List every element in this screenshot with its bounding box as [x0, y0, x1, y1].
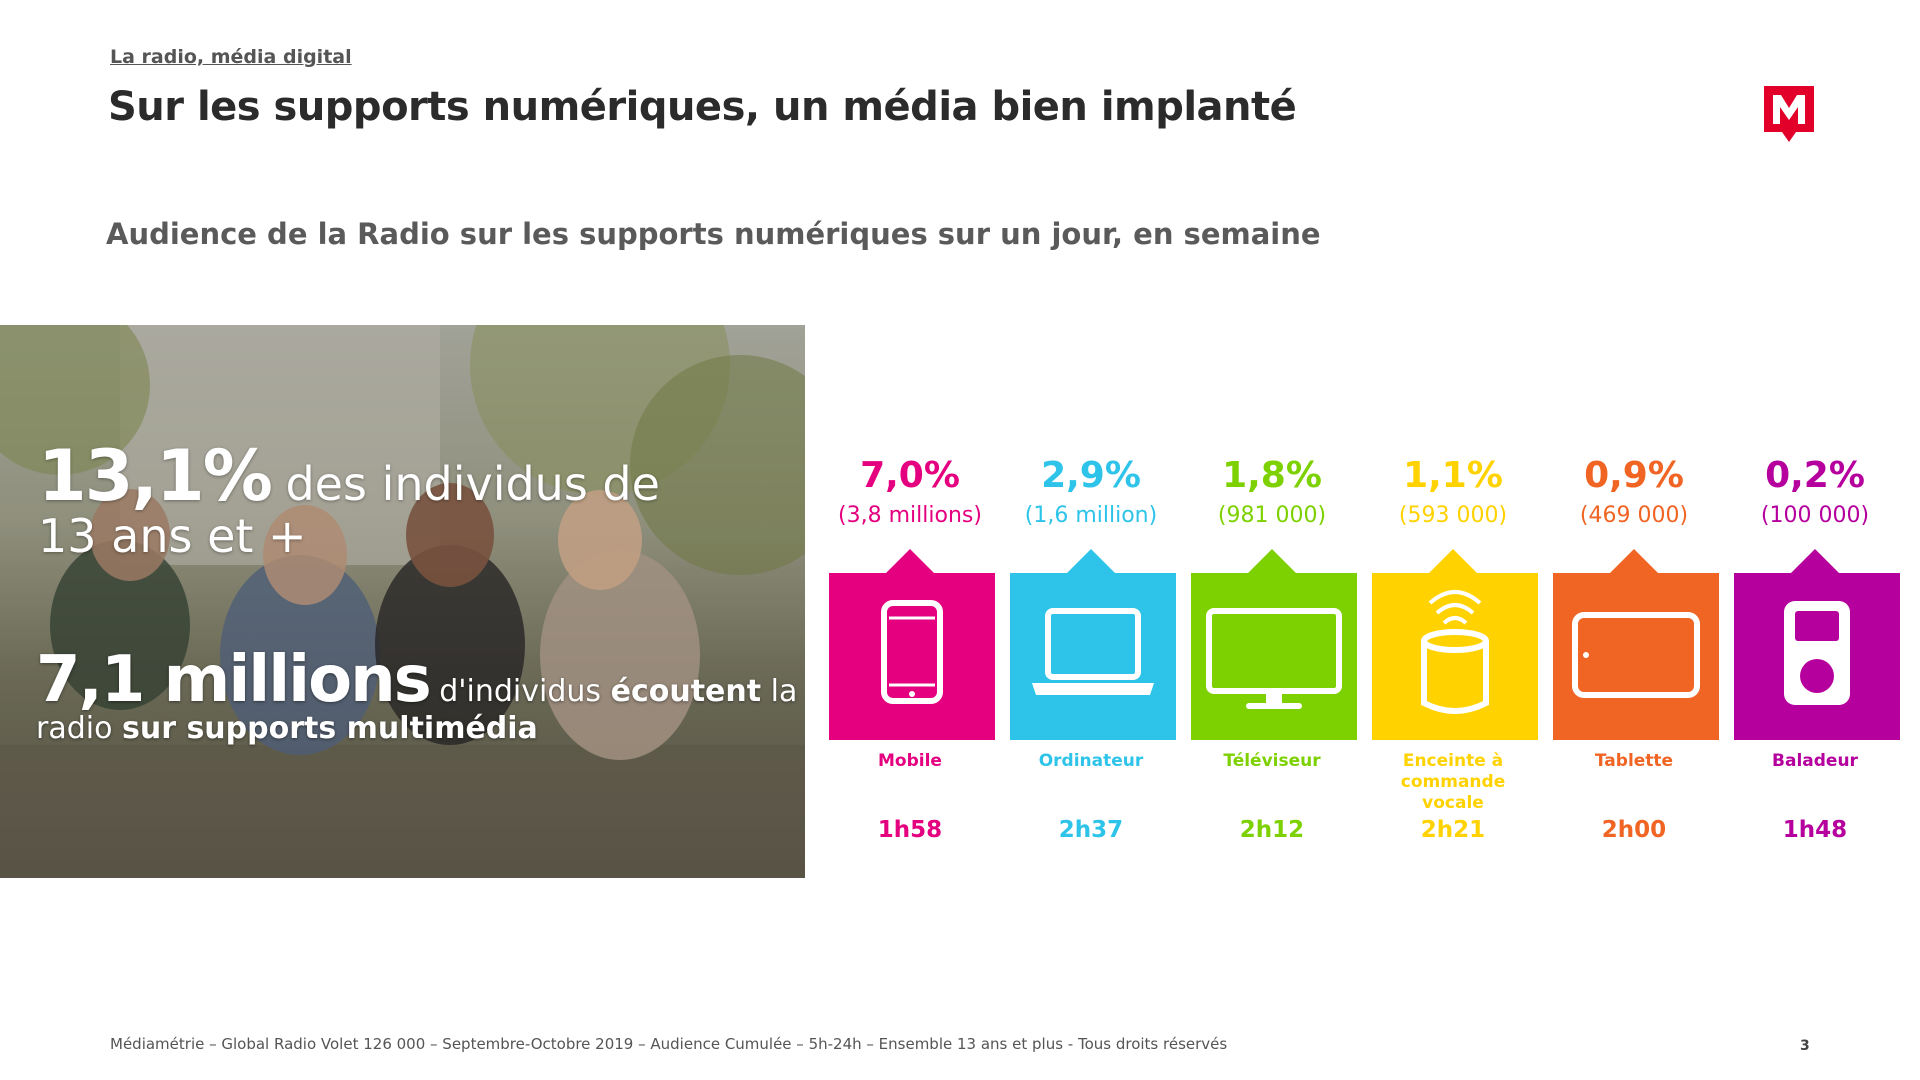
- mediametrie-logo: [1764, 86, 1814, 142]
- laptop-icon: [1032, 608, 1154, 695]
- device-abs: (593 000): [1398, 503, 1508, 528]
- device-duration: 2h00: [1601, 817, 1667, 843]
- stat2-line2-a: radio: [36, 711, 122, 746]
- device-pct: 1,8%: [1222, 455, 1322, 496]
- device-enceinte: 1,1% (593 000) Enceinte à commande vocal…: [1368, 455, 1538, 855]
- device-abs: (469 000): [1579, 503, 1689, 528]
- music-player-icon: [1784, 601, 1850, 705]
- device-abs: (3,8 millions): [838, 503, 982, 528]
- stat2-big: 7,1 millions: [36, 643, 432, 717]
- device-pointer: [1429, 549, 1477, 573]
- device-pct: 2,9%: [1041, 455, 1141, 496]
- device-abs: (981 000): [1217, 503, 1327, 528]
- device-box: [1734, 573, 1900, 740]
- device-abs: (100 000): [1760, 503, 1870, 528]
- device-televiseur: 1,8% (981 000) Téléviseur 2h12: [1187, 455, 1357, 855]
- page-number: 3: [1800, 1038, 1810, 1054]
- device-box: [829, 573, 995, 740]
- device-pct: 7,0%: [860, 455, 960, 496]
- device-pct: 0,9%: [1584, 455, 1684, 496]
- stat2-c: la: [761, 674, 798, 709]
- device-pointer: [1791, 549, 1839, 573]
- stat-millions: 7,1 millions d'individus écoutent la rad…: [36, 643, 805, 746]
- device-duration: 1h58: [877, 817, 943, 843]
- source-footnote: Médiamétrie – Global Radio Volet 126 000…: [110, 1035, 1228, 1053]
- device-ordinateur: 2,9% (1,6 million) Ordinateur 2h37: [1006, 455, 1176, 855]
- stat2-line2: radio sur supports multimédia: [36, 711, 805, 746]
- stat2-line2-b: sur supports multimédia: [122, 711, 538, 746]
- stat-percentage: 13,1% des individus de 13 ans et +: [38, 435, 798, 563]
- device-duration: 2h21: [1420, 817, 1486, 843]
- device-box: [1372, 573, 1538, 740]
- device-label: Enceinte à commande vocale: [1400, 751, 1506, 813]
- smart-speaker-icon: [1421, 590, 1489, 714]
- device-pointer: [1067, 549, 1115, 573]
- section-kicker: La radio, média digital: [110, 46, 352, 68]
- device-box: [1010, 573, 1176, 740]
- device-label: Téléviseur: [1223, 751, 1321, 771]
- device-mobile: 7,0% (3,8 millions) Mobile 1h58: [825, 455, 995, 855]
- device-duration: 1h48: [1782, 817, 1848, 843]
- device-label: Mobile: [878, 751, 942, 771]
- mobile-icon: [881, 600, 943, 704]
- device-pct: 0,2%: [1765, 455, 1865, 496]
- device-tablette: 0,9% (469 000) Tablette 2h00: [1549, 455, 1719, 855]
- device-box: [1191, 573, 1357, 740]
- device-baladeur: 0,2% (100 000) Baladeur 1h48: [1730, 455, 1900, 855]
- device-duration: 2h12: [1239, 817, 1305, 843]
- stat2-a: d'individus: [429, 674, 611, 709]
- device-abs: (1,6 million): [1024, 503, 1158, 528]
- stat1-rest: des individus de: [270, 457, 660, 511]
- device-box: [1553, 573, 1719, 740]
- stat1-big: 13,1%: [38, 435, 273, 517]
- device-audience-panel: 7,0% (3,8 millions) Mobile 1h58 2,9% (1,…: [825, 455, 1910, 855]
- stat1-line2: 13 ans et +: [38, 509, 307, 563]
- tv-icon: [1206, 608, 1342, 709]
- device-label: Tablette: [1594, 751, 1674, 771]
- device-label: Baladeur: [1772, 751, 1858, 771]
- page-title: Sur les supports numériques, un média bi…: [108, 84, 1297, 130]
- device-pct: 1,1%: [1403, 455, 1503, 496]
- device-pointer: [1248, 549, 1296, 573]
- device-pointer: [886, 549, 934, 573]
- tablet-icon: [1572, 612, 1700, 698]
- device-duration: 2h37: [1058, 817, 1124, 843]
- device-label: Ordinateur: [1038, 751, 1144, 771]
- chart-subtitle: Audience de la Radio sur les supports nu…: [106, 217, 1321, 251]
- stat2-b: écoutent: [610, 674, 762, 709]
- people-photo: [0, 325, 805, 878]
- photo-panel: 13,1% des individus de 13 ans et + 7,1 m…: [0, 325, 805, 878]
- device-pointer: [1610, 549, 1658, 573]
